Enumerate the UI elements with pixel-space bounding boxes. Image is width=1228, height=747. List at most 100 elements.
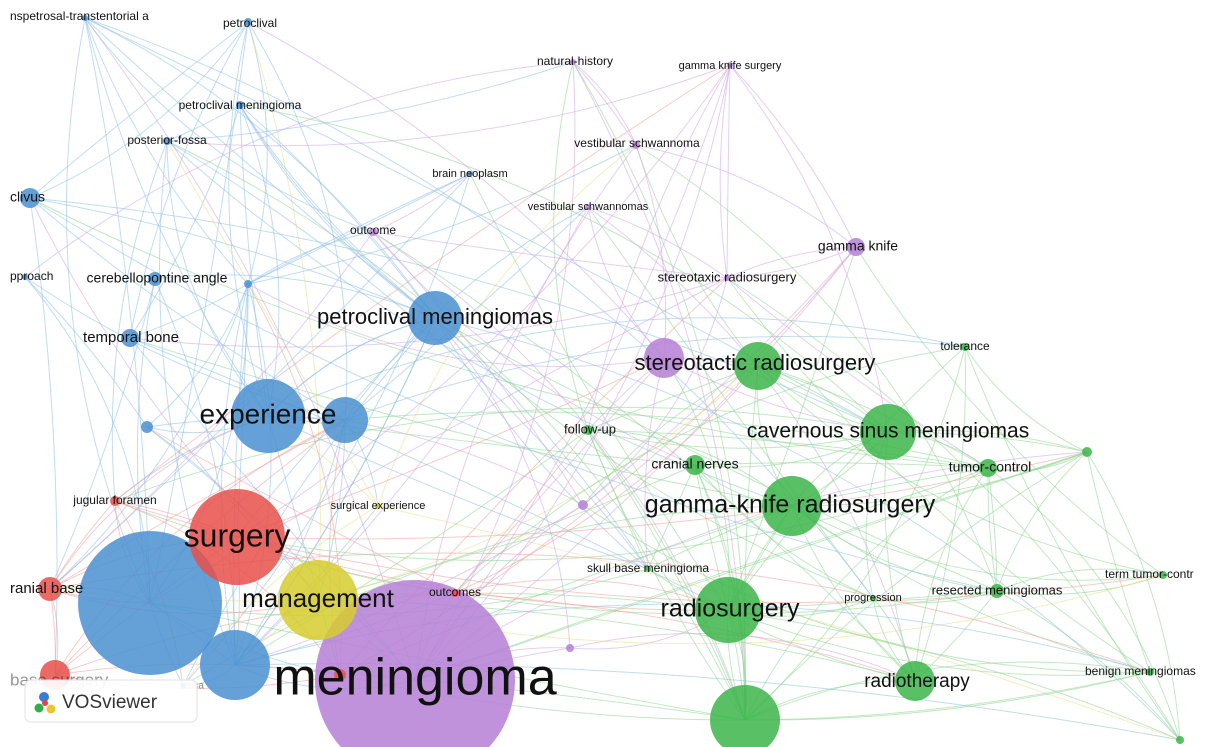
edge xyxy=(587,206,665,359)
node xyxy=(632,141,640,149)
edge xyxy=(129,283,249,339)
logo-icon xyxy=(34,692,56,714)
logo[interactable]: VOSviewer xyxy=(24,679,198,723)
node-label: gamma knife surgery xyxy=(679,60,782,72)
edge xyxy=(791,451,1088,507)
logo-box xyxy=(24,679,198,723)
node xyxy=(369,228,377,236)
edge xyxy=(1086,451,1181,741)
edge xyxy=(24,276,148,428)
node xyxy=(20,188,40,208)
node-label: petroclival xyxy=(223,16,277,30)
node-layer xyxy=(20,15,1184,747)
edge xyxy=(234,283,272,666)
node-label: surgery xyxy=(184,517,291,553)
node xyxy=(710,685,780,747)
node-label: stereotactic radiosurgery xyxy=(635,350,876,375)
edge xyxy=(727,346,966,611)
edge xyxy=(247,21,348,421)
edge xyxy=(744,467,989,721)
edge xyxy=(247,144,637,285)
edge xyxy=(372,231,584,506)
edge xyxy=(572,61,637,146)
edge xyxy=(29,21,249,199)
node xyxy=(375,503,381,509)
edge xyxy=(236,357,665,538)
node xyxy=(82,15,88,21)
node xyxy=(121,329,139,347)
edge xyxy=(54,663,341,676)
node-label: meningioma xyxy=(273,649,556,707)
edge xyxy=(635,144,857,248)
node xyxy=(244,18,252,26)
edge xyxy=(727,246,857,611)
edge xyxy=(247,283,665,367)
edge xyxy=(84,17,151,604)
edge xyxy=(434,317,1181,741)
edge xyxy=(247,21,665,359)
node xyxy=(1176,736,1184,744)
node-label: ranial base xyxy=(10,580,83,597)
edge xyxy=(372,231,696,466)
edge xyxy=(587,429,746,721)
node xyxy=(244,280,252,288)
edge xyxy=(553,61,589,431)
edge xyxy=(29,197,436,319)
node xyxy=(762,476,822,536)
edge xyxy=(65,17,151,604)
edge xyxy=(114,64,731,502)
edge xyxy=(29,21,249,199)
edge xyxy=(49,231,374,590)
node xyxy=(189,489,285,585)
node-label: outcomes xyxy=(429,585,481,599)
edge xyxy=(377,144,637,507)
edge xyxy=(434,317,649,570)
edge xyxy=(635,144,759,367)
node-label: outcome xyxy=(350,223,396,237)
edge xyxy=(84,17,374,233)
node-label: tumor-control xyxy=(949,459,1031,475)
node xyxy=(979,459,997,477)
edge xyxy=(236,451,1088,540)
edge xyxy=(247,173,471,285)
edge xyxy=(111,140,168,502)
node xyxy=(583,425,593,435)
node xyxy=(408,291,462,345)
edge xyxy=(987,467,1181,741)
edge xyxy=(647,464,696,570)
node-label: temporal bone xyxy=(83,329,179,346)
edge xyxy=(84,17,416,681)
node-label: radiosurgery xyxy=(661,595,800,623)
edge xyxy=(166,61,574,142)
node xyxy=(895,661,935,701)
node xyxy=(451,589,459,597)
node-label: tolerance xyxy=(940,339,990,353)
node xyxy=(148,272,162,286)
node-label: cranial nerves xyxy=(651,456,738,472)
edge xyxy=(166,64,731,147)
edge xyxy=(469,173,729,611)
edge xyxy=(344,206,589,421)
edge xyxy=(855,246,1164,576)
edge xyxy=(587,206,728,279)
node-label: vestibular schwannoma xyxy=(574,136,700,150)
edge xyxy=(726,277,1181,741)
edge xyxy=(987,451,1088,472)
edge xyxy=(996,568,1164,592)
edge xyxy=(582,504,1151,673)
node xyxy=(278,560,358,640)
edge xyxy=(744,451,1088,721)
edge xyxy=(694,462,989,469)
node xyxy=(990,584,1004,598)
edge xyxy=(372,231,916,682)
edge xyxy=(236,536,729,611)
edge xyxy=(247,21,268,285)
edge xyxy=(220,283,249,666)
edge xyxy=(239,104,889,433)
edge xyxy=(84,17,436,319)
node xyxy=(322,397,368,443)
edge xyxy=(434,317,571,649)
edge-layer xyxy=(24,17,1181,741)
node-label: nspetrosal-transtentorial a xyxy=(10,9,149,23)
